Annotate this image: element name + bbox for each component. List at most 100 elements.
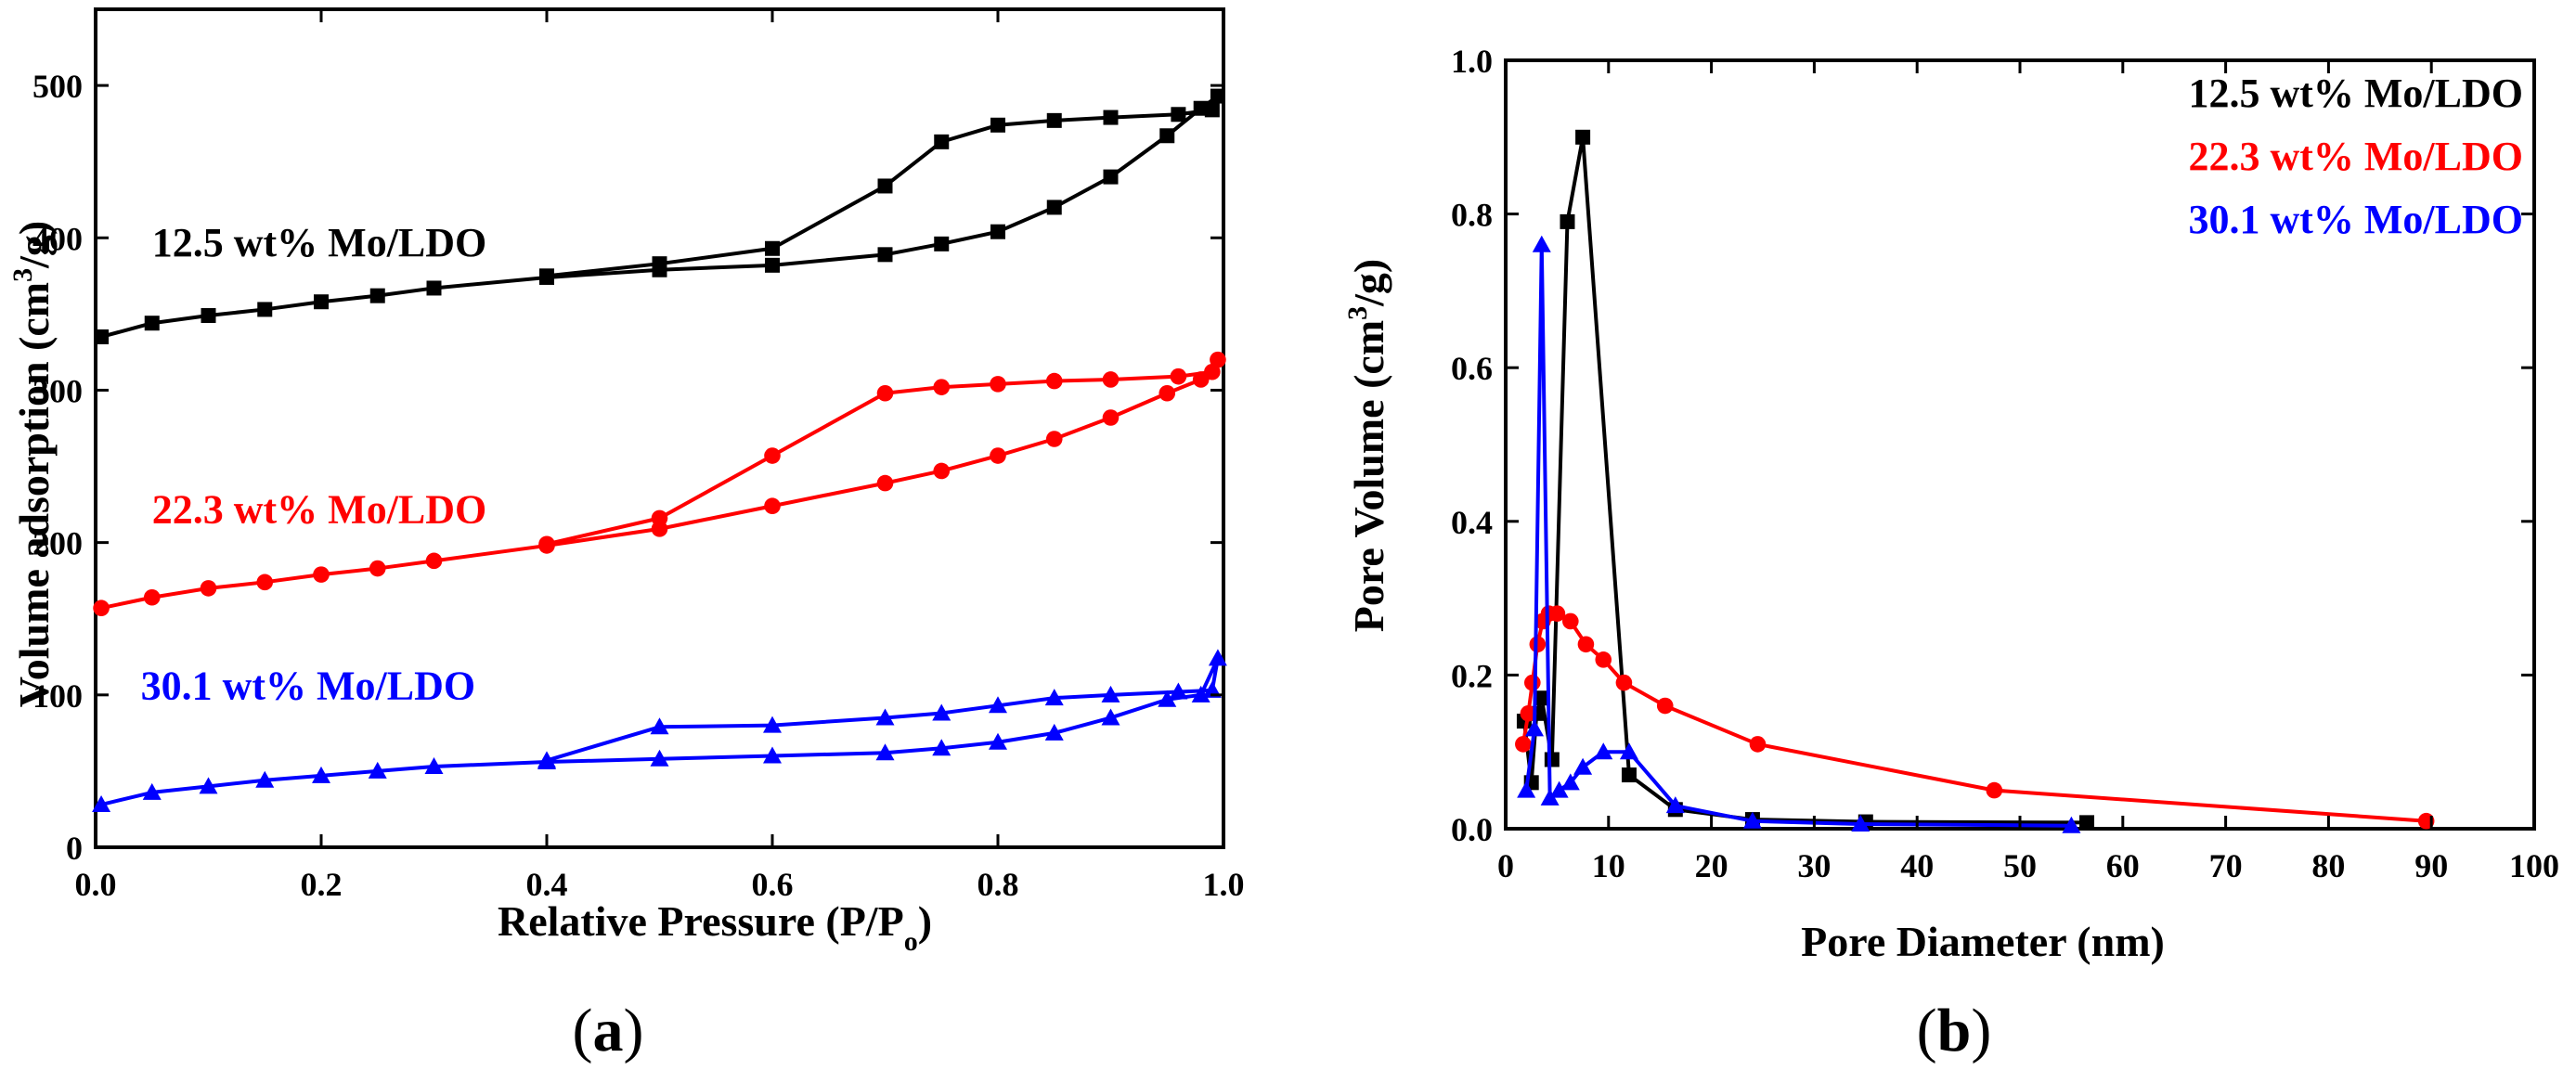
panel-a-data-point	[537, 751, 556, 768]
panel-b-x-tick-label: 60	[2106, 847, 2140, 884]
panel-a-data-point	[314, 294, 329, 310]
panel-a-data-point	[933, 379, 951, 395]
panel-b-data-point	[1560, 773, 1580, 791]
panel-a-series-line	[100, 656, 1220, 806]
panel-b-legend-entry: 12.5 wt% Mo/LDO	[2188, 71, 2523, 116]
panel-a-series-line	[100, 357, 1220, 611]
panel-a-data-point	[200, 580, 217, 597]
panel-a-data-point	[1102, 409, 1120, 426]
panel-b-data-point	[1594, 742, 1613, 760]
panel-a-data-point	[932, 703, 951, 721]
panel-b-x-tick-label: 100	[2509, 847, 2559, 884]
panel-b-plot-area	[1504, 58, 2536, 833]
panel-b-data-point	[1562, 612, 1579, 630]
panel-a-data-point	[312, 766, 330, 783]
panel-b-data-point	[1575, 129, 1591, 145]
panel-a-ticks: 0.0 0.2 0.4 0.6 0.8 1.0 0 100 200 300 400 500	[32, 9, 1245, 903]
panel-b-data-point	[1986, 781, 2003, 799]
panel-b-data-point	[1615, 674, 1633, 691]
panel-a-y-tick-label: 400	[32, 220, 83, 257]
panel-a-data-point	[1044, 723, 1064, 741]
panel-a-data-point	[932, 739, 951, 756]
panel-b-data-point	[1525, 719, 1545, 737]
panel-b-data-point	[1577, 636, 1595, 653]
panel-b-data-point	[1534, 690, 1549, 706]
panel-b-y-tick-label: 0.8	[1451, 197, 1493, 234]
panel-b-data-point	[1532, 235, 1551, 252]
panel-a-data-point	[1159, 384, 1176, 402]
panel-a-data-point	[875, 708, 895, 726]
panel-b-y-tick-label: 0.2	[1451, 657, 1493, 694]
panel-b-data-point	[1595, 651, 1612, 668]
panel-a-isotherm-chart: 12.5 wt% Mo/LDO 22.3 wt% Mo/LDO 30.1 wt% M…	[7, 7, 1245, 1064]
panel-a-data-point	[876, 384, 894, 402]
panel-a-data-point	[989, 696, 1007, 714]
panel-b-x-tick-label: 10	[1592, 847, 1625, 884]
panel-b-y-tick-label: 0.4	[1451, 504, 1493, 541]
panel-a-x-tick-label: 0.6	[752, 866, 794, 903]
panel-a-data-point	[1103, 110, 1119, 125]
panel-a-data-point	[990, 447, 1006, 464]
panel-a-series-label: 30.1 wt% Mo/LDO	[141, 664, 476, 709]
panel-a-data-point	[369, 288, 385, 303]
panel-a-frame	[94, 7, 1225, 849]
panel-a-data-point	[1210, 351, 1226, 368]
panel-a-data-point	[201, 308, 216, 324]
panel-a-series-2	[92, 649, 1227, 813]
panel-a-data-point	[876, 474, 894, 492]
panel-b-data-point	[1548, 605, 1566, 622]
panel-b-data-point	[1520, 705, 1537, 722]
panel-a-data-point	[1045, 372, 1063, 390]
panel-a-x-axis-label: Relative Pressure (P/Po)	[498, 897, 932, 957]
panel-a-data-point	[989, 732, 1007, 750]
panel-a-y-tick-label: 300	[32, 372, 83, 409]
panel-a-x-tick-label: 0.8	[977, 866, 1019, 903]
panel-b-x-tick-label: 0	[1497, 847, 1514, 884]
panel-a-data-point	[990, 117, 1005, 133]
panel-b-series-1	[1515, 605, 2435, 830]
panel-a-x-tick-label: 0.4	[526, 866, 568, 903]
panel-a-data-point	[1159, 128, 1175, 144]
panel-a-data-point	[144, 316, 160, 331]
panel-b-series-0	[1516, 129, 2095, 831]
panel-b-y-tick-label: 0.6	[1451, 350, 1493, 387]
panel-a-data-point	[1044, 689, 1064, 706]
panel-b-data-point	[1656, 697, 1674, 715]
panel-a-data-point	[651, 509, 668, 527]
panel-a-data-point	[257, 302, 273, 317]
panel-a-data-point	[764, 497, 781, 515]
panel-b-data-point	[1540, 788, 1560, 806]
panel-b-data-point	[1524, 674, 1541, 691]
panel-a-series-label: 12.5 wt% Mo/LDO	[152, 220, 487, 265]
panel-b-data-point	[1665, 796, 1685, 814]
panel-a-data-point	[934, 134, 950, 149]
panel-b-data-point	[1549, 780, 1569, 798]
panel-b-data-point	[1742, 811, 1762, 829]
panel-b-x-tick-label: 30	[1797, 847, 1831, 884]
panel-b-data-point	[1573, 757, 1593, 775]
panel-b-data-point	[2079, 815, 2095, 831]
panel-a-data-point	[94, 329, 110, 344]
panel-b-x-axis-label: Pore Diameter (nm)	[1801, 918, 2165, 965]
panel-a-data-point	[1101, 708, 1120, 726]
panel-a-data-point	[990, 376, 1006, 393]
panel-b-x-tick-label: 80	[2311, 847, 2345, 884]
panel-a-x-tick-label: 1.0	[1203, 866, 1245, 903]
panel-b-data-point	[1560, 213, 1575, 229]
panel-b-legend-entry: 30.1 wt% Mo/LDO	[2188, 197, 2523, 242]
panel-a-data-point	[143, 588, 161, 606]
panel-a-data-point	[765, 257, 780, 273]
panel-b-caption: (b)	[1917, 997, 1992, 1064]
panel-a-data-point	[934, 236, 950, 251]
panel-b-data-point	[1517, 780, 1536, 798]
panel-a-data-point	[1046, 112, 1062, 128]
panel-a-y-tick-label: 0	[66, 830, 83, 867]
panel-b-data-point	[1544, 752, 1560, 767]
panel-a-data-point	[1191, 685, 1210, 703]
panel-a-data-point	[1171, 107, 1186, 122]
panel-b-y-tick-label: 1.0	[1451, 43, 1493, 80]
panel-a-data-point	[426, 280, 442, 296]
panel-b-x-tick-label: 20	[1695, 847, 1728, 884]
panel-b-x-tick-label: 90	[2414, 847, 2448, 884]
